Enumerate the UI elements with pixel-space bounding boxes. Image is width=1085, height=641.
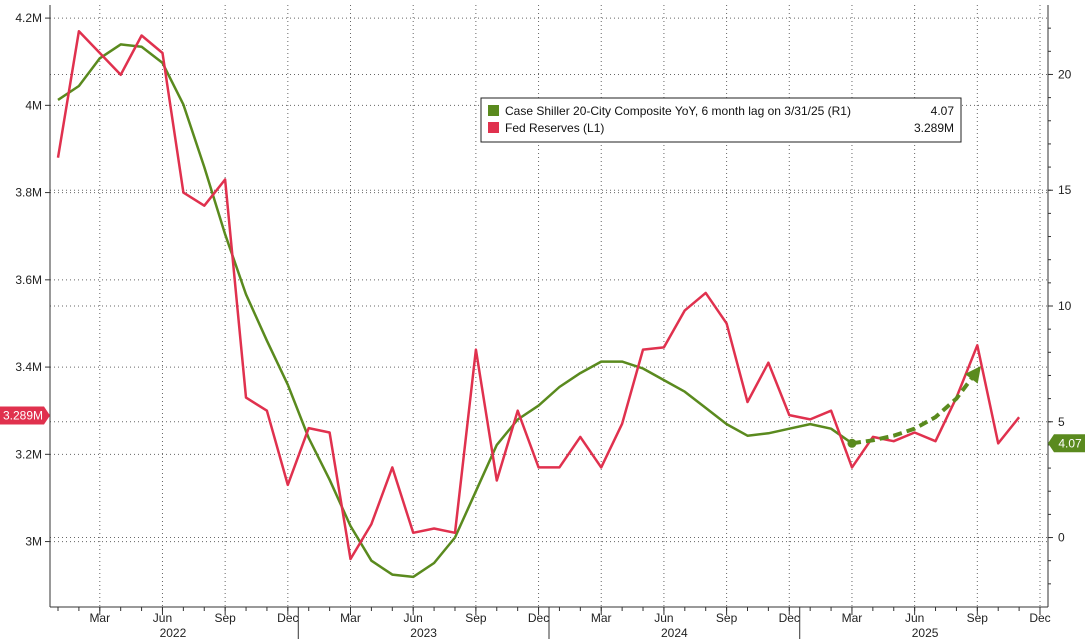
legend-label-fed-reserves: Fed Reserves (L1) xyxy=(505,121,604,135)
value-badges: 3.289M 4.07 xyxy=(0,406,1085,453)
x-month-label: Mar xyxy=(89,611,110,625)
right-tick-label: 5 xyxy=(1058,415,1065,429)
left-tick-label: 3.8M xyxy=(15,186,42,200)
left-axis-ticks: 3M 3.2M 3.4M 3.6M 3.8M 4M 4.2M xyxy=(15,11,50,549)
legend-value-fed-reserves: 3.289M xyxy=(914,121,954,135)
projection-start-dot xyxy=(847,438,857,448)
right-tick-label: 20 xyxy=(1058,67,1072,81)
x-month-label: Sep xyxy=(214,611,236,625)
x-month-label: Jun xyxy=(404,611,423,625)
right-value-badge xyxy=(1048,434,1085,453)
right-tick-label: 0 xyxy=(1058,531,1065,545)
x-month-label: Dec xyxy=(1029,611,1050,625)
x-month-label: Mar xyxy=(591,611,612,625)
right-axis-ticks: 0 5 10 15 20 xyxy=(1048,27,1072,585)
left-tick-label: 4.2M xyxy=(15,11,42,25)
legend-label-case-shiller: Case Shiller 20-City Composite YoY, 6 mo… xyxy=(505,104,851,118)
left-tick-label: 3.2M xyxy=(15,447,42,461)
legend: Case Shiller 20-City Composite YoY, 6 mo… xyxy=(480,97,962,143)
x-month-label: Mar xyxy=(842,611,863,625)
x-year-label: 2022 xyxy=(160,626,187,640)
series-layer xyxy=(56,29,1021,579)
right-tick-label: 15 xyxy=(1058,183,1072,197)
series-line-fed-reserves xyxy=(56,29,1021,561)
x-month-label: Sep xyxy=(465,611,487,625)
gridlines xyxy=(50,5,1048,607)
left-badge-label: 3.289M xyxy=(3,408,43,422)
x-year-label: 2023 xyxy=(410,626,437,640)
x-month-label: Sep xyxy=(967,611,989,625)
left-tick-label: 4M xyxy=(25,98,42,112)
x-year-label: 2025 xyxy=(912,626,939,640)
legend-swatch-green xyxy=(488,105,499,116)
right-badge-label: 4.07 xyxy=(1058,436,1082,450)
x-axis-ticks: Mar Jun Sep Dec Mar Jun Sep Dec Mar Jun Sep Dec Mar J… xyxy=(57,607,1051,640)
series-line-case-shiller xyxy=(57,43,853,579)
left-tick-label: 3M xyxy=(25,535,42,549)
legend-value-case-shiller: 4.07 xyxy=(931,104,955,118)
x-month-label: Dec xyxy=(528,611,549,625)
x-month-label: Sep xyxy=(716,611,738,625)
x-month-label: Dec xyxy=(779,611,800,625)
x-month-label: Jun xyxy=(905,611,924,625)
x-month-label: Jun xyxy=(153,611,172,625)
left-value-badge xyxy=(0,406,50,425)
x-month-label: Jun xyxy=(654,611,673,625)
legend-box xyxy=(480,97,962,143)
x-month-label: Mar xyxy=(340,611,361,625)
right-tick-label: 10 xyxy=(1058,299,1072,313)
x-year-label: 2024 xyxy=(661,626,688,640)
left-tick-label: 3.6M xyxy=(15,273,42,287)
x-month-label: Dec xyxy=(277,611,298,625)
legend-swatch-red xyxy=(488,122,499,133)
projection-arrowhead xyxy=(964,366,981,384)
projection-line xyxy=(851,369,979,446)
left-tick-label: 3.4M xyxy=(15,360,42,374)
